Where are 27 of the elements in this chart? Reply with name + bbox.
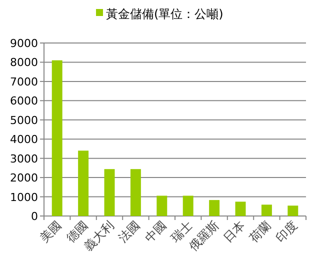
- x-tick-label: 荷蘭: [246, 218, 274, 246]
- y-tick-label: 5000: [10, 114, 38, 127]
- x-tick-label: 日本: [220, 218, 248, 246]
- y-tick-label: 9000: [10, 37, 38, 50]
- bar: [261, 204, 272, 216]
- x-tick-label: 中國: [142, 218, 170, 246]
- bar: [209, 200, 220, 216]
- bar: [78, 150, 89, 216]
- y-tick-label: 8000: [10, 56, 38, 70]
- x-tick-label: 美國: [37, 218, 64, 246]
- x-tick-label: 法國: [116, 218, 143, 246]
- bar: [182, 196, 194, 216]
- y-tick-label: 4000: [10, 133, 38, 146]
- y-tick-label: 3000: [10, 152, 38, 166]
- y-tick-label: 0: [31, 210, 38, 223]
- legend-label: 黃金儲備(單位：公噸): [106, 7, 224, 21]
- x-tick-label: 印度: [273, 218, 300, 246]
- bar: [235, 202, 246, 216]
- y-tick-label: 6000: [10, 94, 38, 108]
- bar: [52, 60, 62, 216]
- y-tick-label: 2000: [10, 172, 38, 185]
- bar: [130, 169, 141, 216]
- bar: [104, 169, 115, 216]
- y-tick-label: 1000: [10, 190, 38, 204]
- bar: [156, 196, 168, 216]
- bar: [288, 206, 298, 216]
- y-tick-label: 7000: [10, 75, 38, 88]
